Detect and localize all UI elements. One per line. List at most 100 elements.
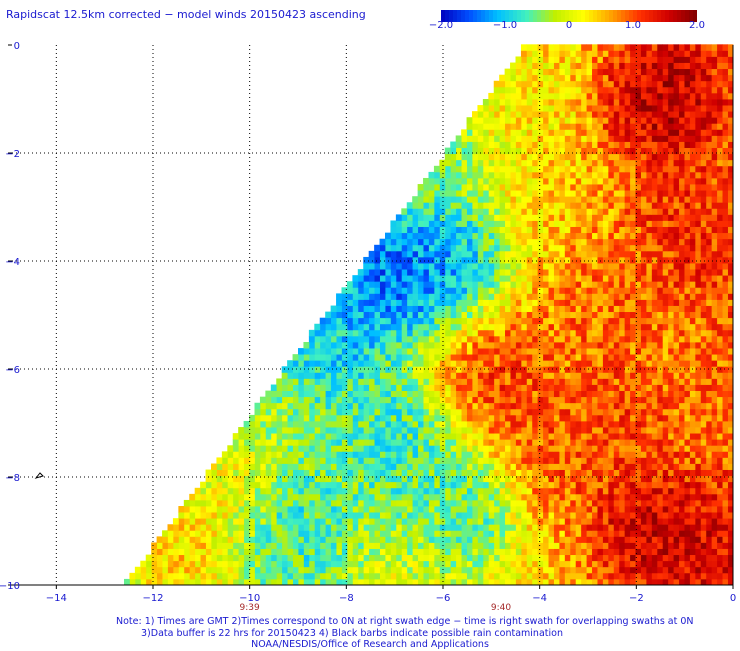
heatmap-cell — [418, 281, 424, 287]
heatmap-cell — [679, 530, 685, 536]
heatmap-cell — [624, 518, 630, 524]
heatmap-cell — [521, 306, 527, 312]
heatmap-cell — [467, 378, 473, 384]
heatmap-cell — [461, 251, 467, 257]
heatmap-cell — [276, 378, 282, 384]
heatmap-cell — [559, 464, 565, 470]
heatmap-cell — [434, 281, 440, 287]
heatmap-cell — [445, 476, 451, 482]
heatmap-cell — [418, 360, 424, 366]
heatmap-cell — [619, 415, 625, 421]
heatmap-cell — [331, 372, 337, 378]
heatmap-cell — [445, 518, 451, 524]
heatmap-cell — [216, 482, 222, 488]
heatmap-cell — [255, 427, 261, 433]
heatmap-cell — [706, 567, 712, 573]
heatmap-cell — [494, 336, 500, 342]
heatmap-cell — [255, 579, 261, 585]
heatmap-cell — [390, 324, 396, 330]
heatmap-cell — [684, 567, 690, 573]
heatmap-cell — [586, 360, 592, 366]
heatmap-cell — [407, 281, 413, 287]
heatmap-cell — [445, 348, 451, 354]
heatmap-cell — [358, 500, 364, 506]
heatmap-cell — [461, 269, 467, 275]
heatmap-cell — [423, 269, 429, 275]
heatmap-cell — [309, 524, 315, 530]
heatmap-cell — [309, 579, 315, 585]
heatmap-cell — [695, 378, 701, 384]
heatmap-cell — [363, 500, 369, 506]
heatmap-cell — [380, 372, 386, 378]
heatmap-cell — [684, 354, 690, 360]
heatmap-cell — [358, 366, 364, 372]
heatmap-cell — [358, 293, 364, 299]
heatmap-cell — [619, 366, 625, 372]
heatmap-cell — [429, 433, 435, 439]
heatmap-cell — [347, 573, 353, 579]
heatmap-cell — [255, 488, 261, 494]
heatmap-cell — [380, 451, 386, 457]
heatmap-cell — [358, 427, 364, 433]
heatmap-cell — [467, 439, 473, 445]
heatmap-cell — [624, 524, 630, 530]
heatmap-cell — [401, 372, 407, 378]
heatmap-cell — [564, 542, 570, 548]
heatmap-cell — [684, 524, 690, 530]
heatmap-cell — [271, 482, 277, 488]
heatmap-cell — [505, 287, 511, 293]
heatmap-cell — [407, 287, 413, 293]
heatmap-cell — [641, 348, 647, 354]
heatmap-cell — [369, 482, 375, 488]
heatmap-cell — [641, 536, 647, 542]
heatmap-cell — [570, 342, 576, 348]
heatmap-cell — [700, 530, 706, 536]
heatmap-cell — [325, 378, 331, 384]
heatmap-cell — [352, 366, 358, 372]
heatmap-cell — [613, 433, 619, 439]
heatmap-cell — [668, 257, 674, 263]
heatmap-cell — [564, 354, 570, 360]
heatmap-cell — [222, 536, 228, 542]
heatmap-cell — [608, 488, 614, 494]
heatmap-cell — [657, 348, 663, 354]
heatmap-cell — [407, 524, 413, 530]
heatmap-cell — [271, 476, 277, 482]
heatmap-cell — [390, 391, 396, 397]
heatmap-cell — [390, 476, 396, 482]
heatmap-cell — [380, 287, 386, 293]
heatmap-cell — [434, 391, 440, 397]
heatmap-cell — [651, 506, 657, 512]
heatmap-cell — [619, 573, 625, 579]
heatmap-cell — [331, 348, 337, 354]
heatmap-cell — [477, 439, 483, 445]
heatmap-cell — [586, 488, 592, 494]
heatmap-cell — [488, 445, 494, 451]
heatmap-cell — [445, 336, 451, 342]
heatmap-cell — [401, 324, 407, 330]
heatmap-cell — [679, 573, 685, 579]
heatmap-cell — [717, 287, 723, 293]
heatmap-cell — [380, 330, 386, 336]
heatmap-cell — [651, 445, 657, 451]
heatmap-cell — [429, 281, 435, 287]
heatmap-cell — [559, 427, 565, 433]
heatmap-cell — [287, 366, 293, 372]
heatmap-cell — [418, 536, 424, 542]
heatmap-cell — [499, 512, 505, 518]
heatmap-cell — [347, 536, 353, 542]
heatmap-cell — [445, 445, 451, 451]
heatmap-cell — [342, 299, 348, 305]
heatmap-cell — [450, 482, 456, 488]
heatmap-cell — [586, 494, 592, 500]
heatmap-cell — [630, 287, 636, 293]
heatmap-cell — [390, 281, 396, 287]
heatmap-cell — [483, 385, 489, 391]
heatmap-cell — [586, 287, 592, 293]
heatmap-cell — [347, 354, 353, 360]
heatmap-cell — [510, 281, 516, 287]
heatmap-cell — [668, 275, 674, 281]
heatmap-cell — [287, 451, 293, 457]
heatmap-cell — [559, 263, 565, 269]
heatmap-cell — [287, 536, 293, 542]
